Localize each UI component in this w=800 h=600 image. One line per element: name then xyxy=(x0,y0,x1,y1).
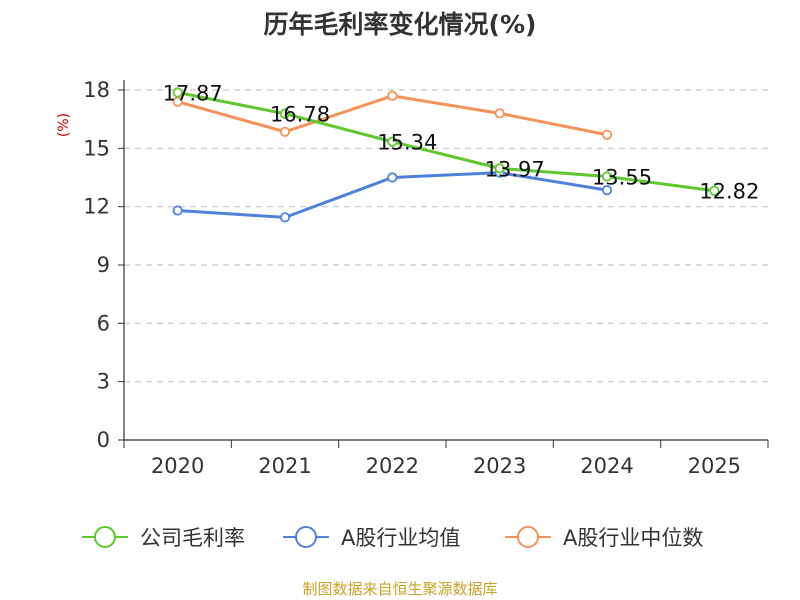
x-tick-label-2021: 2021 xyxy=(258,454,311,478)
point-s2-2022[interactable] xyxy=(387,90,398,101)
x-tick-label-2025: 2025 xyxy=(688,454,741,478)
point-s1-2022[interactable] xyxy=(387,172,398,183)
source-note: 制图数据来自恒生聚源数据库 xyxy=(302,580,497,598)
legend[interactable]: 公司毛利率 A股行业均值 A股行业中位数 xyxy=(82,526,703,550)
point-s0-2020[interactable] xyxy=(172,87,183,98)
legend-marker-0 xyxy=(94,526,116,548)
legend-marker-1 xyxy=(295,526,317,548)
grid xyxy=(124,89,768,383)
y-tick-label-18: 18 xyxy=(83,78,110,102)
point-s0-2022[interactable] xyxy=(387,136,398,147)
data-labels: 17.87 16.78 15.34 13.97 13.55 12.82 xyxy=(163,82,760,204)
point-s0-2023[interactable] xyxy=(494,163,505,174)
y-axis-label: (%) xyxy=(56,113,72,137)
legend-marker-2 xyxy=(517,526,539,548)
x-tick-label-2020: 2020 xyxy=(151,454,204,478)
chart-title: 历年毛利率变化情况(%) xyxy=(264,10,537,39)
point-s0-2021[interactable] xyxy=(279,108,291,119)
legend-label-2[interactable]: A股行业中位数 xyxy=(563,526,703,550)
x-tick-label-2022: 2022 xyxy=(366,454,419,478)
data-label-2021: 16.78 xyxy=(270,103,330,127)
legend-label-1[interactable]: A股行业均值 xyxy=(341,526,460,550)
point-s1-2024[interactable] xyxy=(601,185,613,196)
y-tick-label-15: 15 xyxy=(83,136,110,160)
y-tick-label-3: 3 xyxy=(97,370,110,394)
series-group xyxy=(172,87,720,223)
data-label-2020: 17.87 xyxy=(163,82,223,106)
data-label-2025: 12.82 xyxy=(699,180,759,204)
axes: 0 3 6 9 12 15 18 2020 2021 2022 2023 2024 2025 xyxy=(83,78,769,478)
data-label-2023: 13.97 xyxy=(485,157,545,181)
point-s2-2023[interactable] xyxy=(494,108,505,119)
point-s0-2025[interactable] xyxy=(709,185,720,196)
x-tick-label-2024: 2024 xyxy=(580,454,633,478)
x-tick-label-2023: 2023 xyxy=(473,454,526,478)
point-s1-2021[interactable] xyxy=(279,212,291,223)
y-tick-label-0: 0 xyxy=(97,428,110,452)
legend-label-0[interactable]: 公司毛利率 xyxy=(140,526,245,550)
point-s0-2024[interactable] xyxy=(601,171,613,182)
y-tick-label-12: 12 xyxy=(83,195,110,219)
y-tick-label-9: 9 xyxy=(97,253,110,277)
series-line-2 xyxy=(177,94,608,137)
data-label-2024: 13.55 xyxy=(592,166,652,190)
y-tick-label-6: 6 xyxy=(97,311,110,335)
point-s2-2024[interactable] xyxy=(601,129,613,140)
point-s1-2020[interactable] xyxy=(172,205,183,216)
series-line-0 xyxy=(177,91,715,193)
data-label-2022: 15.34 xyxy=(377,131,437,155)
point-s2-2021[interactable] xyxy=(279,126,291,137)
